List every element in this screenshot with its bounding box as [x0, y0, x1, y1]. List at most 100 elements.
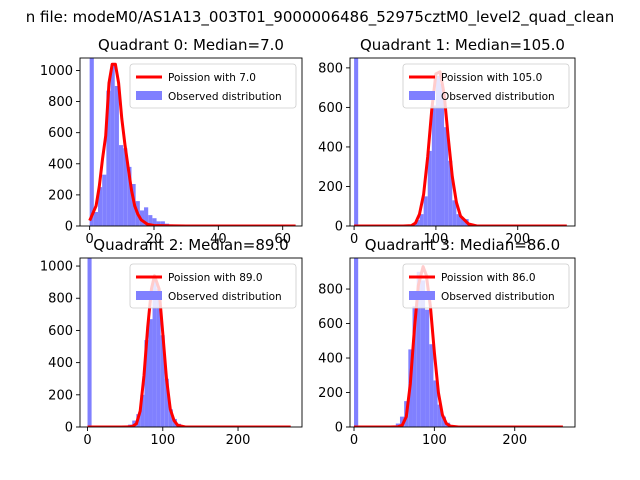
x-tick-label: 200 [505, 232, 530, 247]
histogram-bar [440, 83, 445, 226]
panel-title: Quadrant 1: Median=105.0 [360, 36, 565, 54]
x-tick-label: 0 [350, 433, 358, 448]
histogram-bar [140, 394, 145, 427]
histogram-bar [139, 210, 145, 226]
legend: Poission with 7.0 Observed distribution [129, 63, 297, 109]
x-tick-label: 0 [86, 232, 94, 247]
y-tick-label: 400 [48, 157, 73, 172]
y-tick-label: 0 [335, 421, 343, 436]
histogram-bar [427, 150, 432, 226]
panel-quadrant-1: 0 100 200 0 200 400 600 800 Quadrant 1: Median=1… [318, 36, 576, 247]
legend-poisson-label: Poission with 86.0 [441, 272, 536, 284]
legend-observed-label: Observed distribution [441, 91, 555, 103]
histogram-bars [87, 258, 202, 427]
legend-poisson-label: Poission with 105.0 [441, 72, 542, 84]
histogram-bar [160, 335, 165, 427]
legend-observed-label: Observed distribution [441, 291, 555, 303]
y-tick-label: 600 [48, 126, 73, 141]
histogram-bar [441, 416, 446, 427]
x-tick-label: 0 [83, 433, 91, 448]
y-tick-label: 600 [318, 317, 343, 332]
y-tick-label: 1000 [40, 260, 73, 275]
histogram-bar [127, 166, 132, 226]
histogram-bar [435, 75, 440, 226]
histogram-bar [460, 218, 465, 226]
y-tick-label: 200 [318, 180, 343, 195]
histogram-bar [148, 319, 153, 427]
histogram-bar [168, 409, 173, 427]
legend: Poission with 86.0 Observed distribution [402, 263, 570, 309]
histogram-bar [106, 90, 111, 226]
histogram-bar [93, 212, 99, 226]
histogram-bar [87, 258, 92, 427]
legend-observed-swatch [136, 291, 162, 300]
histogram-bar [152, 218, 157, 226]
histogram-bar [156, 288, 161, 427]
histogram-bar [412, 306, 417, 427]
histogram-bar [429, 344, 434, 427]
histogram-bar [144, 340, 149, 427]
y-tick-label: 400 [318, 352, 343, 367]
x-tick-label: 0 [350, 232, 358, 247]
histogram-bar [456, 214, 461, 226]
histogram-bar [160, 221, 165, 226]
legend-box [129, 63, 297, 109]
panel-title: Quadrant 3: Median=86.0 [365, 236, 560, 254]
x-tick-label: 100 [150, 433, 175, 448]
x-tick-label: 100 [423, 232, 448, 247]
legend-observed-swatch [136, 91, 162, 100]
y-tick-label: 800 [48, 95, 73, 110]
x-tick-label: 100 [422, 433, 447, 448]
histogram-bar [152, 277, 157, 427]
y-tick-label: 400 [48, 356, 73, 371]
histogram-bar [415, 220, 420, 226]
histogram-bar [89, 58, 94, 226]
histogram-bar [148, 215, 153, 226]
histogram-bar [399, 416, 405, 427]
histogram-bar [419, 214, 424, 226]
axes-frame [349, 257, 576, 428]
y-tick-label: 1000 [40, 64, 73, 79]
y-tick-label: 0 [65, 220, 73, 235]
axes-frame [79, 257, 303, 428]
histogram-bar [118, 145, 124, 226]
histogram-bar [123, 148, 128, 226]
histogram-bar [156, 221, 161, 226]
y-tick-label: 800 [318, 283, 343, 298]
legend: Poission with 105.0 Observed distribution [402, 63, 570, 109]
y-tick-label: 800 [318, 61, 343, 76]
y-tick-label: 0 [65, 421, 73, 436]
y-tick-label: 200 [318, 386, 343, 401]
histogram-bar [102, 174, 107, 226]
y-tick-label: 200 [48, 188, 73, 203]
axes-frame [79, 57, 303, 227]
x-tick-label: 200 [226, 433, 251, 448]
panel-quadrant-3: 0 100 200 0 200 400 600 800 Quadrant 3: Median=8… [318, 236, 576, 448]
legend-box [402, 263, 570, 309]
histogram-bar [110, 64, 115, 226]
histogram-bar [114, 86, 119, 226]
histogram-bar [444, 127, 449, 226]
x-tick-label: 20 [146, 232, 163, 247]
y-tick-label: 200 [48, 388, 73, 403]
x-tick-label: 60 [274, 232, 291, 247]
histogram-bars [89, 58, 295, 226]
y-tick-label: 400 [318, 140, 343, 155]
legend-observed-swatch [409, 91, 435, 100]
legend-observed-swatch [409, 291, 435, 300]
histogram-bar [433, 380, 438, 427]
histogram-bar [98, 187, 103, 226]
histogram-bar [452, 200, 457, 226]
x-tick-label: 200 [502, 433, 527, 448]
histogram-bar [354, 258, 359, 427]
histogram-bar [448, 160, 453, 226]
legend-box [129, 263, 297, 309]
x-tick-label: 40 [210, 232, 227, 247]
legend-poisson-label: Poission with 89.0 [168, 272, 263, 284]
histogram-bar [437, 404, 442, 427]
histogram-bar [423, 196, 428, 226]
y-tick-label: 0 [335, 220, 343, 235]
legend-observed-label: Observed distribution [168, 91, 282, 103]
y-tick-label: 600 [318, 101, 343, 116]
